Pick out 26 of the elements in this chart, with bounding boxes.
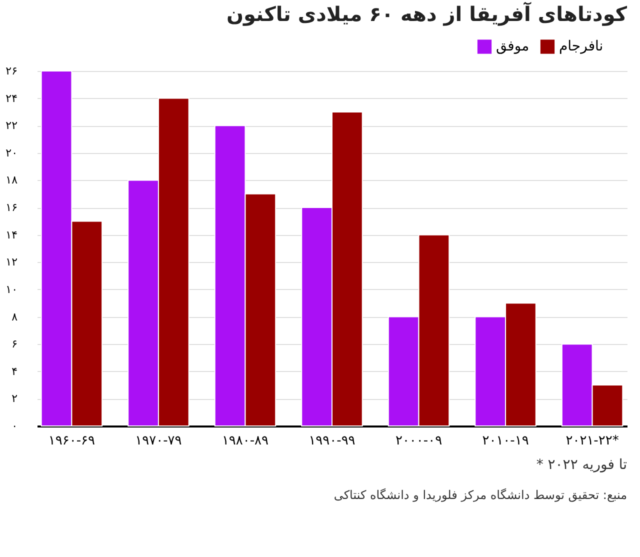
y-tick-label: ۲۰	[6, 146, 18, 160]
legend-label: نافرجام	[559, 38, 604, 55]
y-tick-label: ٠	[12, 420, 18, 432]
y-tick-label: ۸	[12, 310, 18, 324]
y-tick-label: ۲۶	[6, 64, 18, 78]
y-tick-label: ۱۶	[6, 201, 18, 214]
legend-label: موفق	[496, 38, 530, 55]
y-tick-label: ۲۴	[6, 92, 18, 105]
y-tick-label: ۱۸	[6, 174, 18, 187]
y-tick-label: ۲	[12, 392, 18, 406]
y-tick-label: ۴	[12, 364, 18, 378]
y-tick-label: ۶	[12, 338, 18, 351]
text: منبع: تحقیق توسط دانشگاه مرکز فلوریدا و دانشگاه کنتاکی	[334, 488, 627, 502]
x-tick-label: ۱۹۹۰-۹۹	[308, 434, 356, 448]
x-tick-label: ۲۰۰۰-۰۹	[395, 434, 442, 448]
x-tick-label: ۱۹۷۰-۷۹	[135, 434, 182, 448]
text: * تا فوریه ۲۰۲۲	[536, 457, 628, 473]
y-tick-label: ۱۲	[6, 256, 18, 269]
y-tick-label: ۱۴	[6, 228, 18, 242]
x-tick-label: ۲۰۲۱-۲۲*	[566, 434, 620, 448]
y-tick-label: ۲۲	[6, 119, 18, 132]
y-tick-label: ۱۰	[6, 282, 18, 296]
x-tick-label: ۲۰۱۰-۱۹	[482, 434, 529, 448]
chart-title: کودتاهای آفریقا از دهه ۶۰ میلادی تاکنون	[226, 1, 628, 26]
x-tick-label: ۱۹۸۰-۸۹	[222, 434, 269, 448]
x-tick-label: ۱۹۶۰-۶۹	[48, 434, 96, 448]
